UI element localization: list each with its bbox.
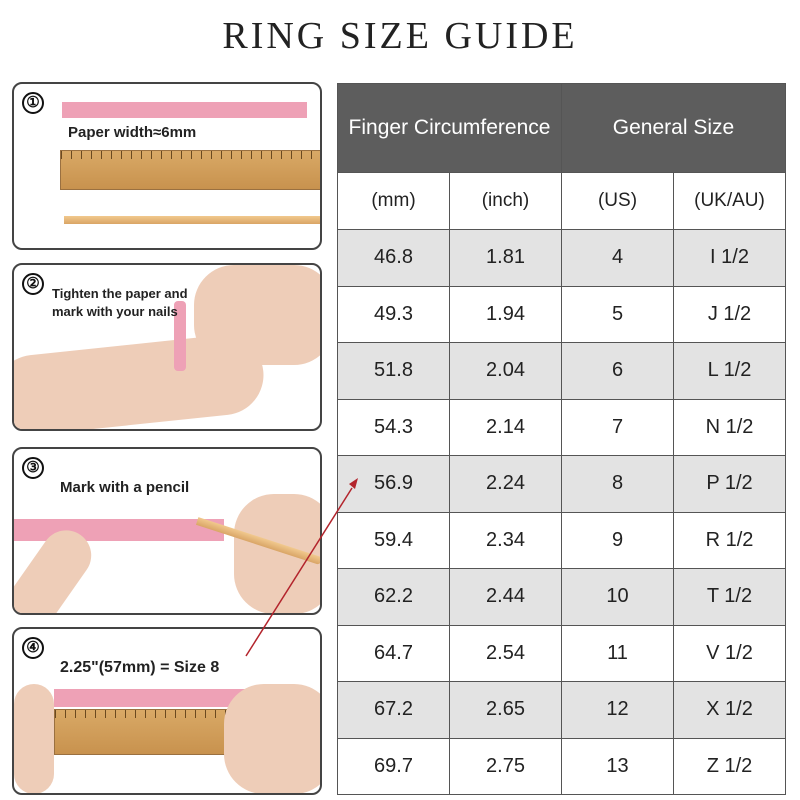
inch-cell: 2.75 [449,737,562,795]
pencil-image [64,216,320,224]
mm-cell: 62.2 [337,568,450,626]
unit-label: (US) [561,172,674,230]
mm-cell: 54.3 [337,398,450,456]
paper-strip-image [174,301,186,371]
hand-image [224,684,320,793]
us-size-cell: 7 [561,398,674,456]
inch-cell: 2.65 [449,681,562,739]
step-1-panel: ① Paper width≈6mm [12,82,322,250]
us-size-cell: 6 [561,342,674,400]
inch-cell: 2.54 [449,624,562,682]
inch-cell: 2.24 [449,455,562,513]
table-row: 67.2 2.65 12 X 1/2 [337,681,786,739]
step-text: Paper width≈6mm [68,124,197,141]
uk-au-size-cell: I 1/2 [673,229,786,287]
paper-strip-image [62,102,307,118]
header-finger-circumference: Finger Circumference [337,83,562,173]
unit-label: (mm) [337,172,450,230]
us-size-cell: 13 [561,737,674,795]
paper-strip-image [54,689,269,707]
us-size-cell: 4 [561,229,674,287]
us-size-cell: 11 [561,624,674,682]
inch-cell: 1.94 [449,285,562,343]
inch-cell: 2.44 [449,568,562,626]
table-row: 51.8 2.04 6 L 1/2 [337,342,786,400]
mm-cell: 51.8 [337,342,450,400]
uk-au-size-cell: V 1/2 [673,624,786,682]
uk-au-size-cell: X 1/2 [673,681,786,739]
step-number: ① [22,92,44,114]
unit-label: (UK/AU) [673,172,786,230]
step-text-line: mark with your nails [52,304,178,319]
ruler-image [60,150,320,190]
step-text-line: Tighten the paper and [52,286,188,301]
mm-cell: 59.4 [337,511,450,569]
step-number: ② [22,273,44,295]
us-size-cell: 5 [561,285,674,343]
uk-au-size-cell: L 1/2 [673,342,786,400]
mm-cell: 64.7 [337,624,450,682]
finger-image [14,684,54,793]
table-row: 62.2 2.44 10 T 1/2 [337,568,786,626]
header-general-size: General Size [561,83,786,173]
unit-label: (inch) [449,172,562,230]
us-size-cell: 9 [561,511,674,569]
step-number: ④ [22,637,44,659]
page-title: RING SIZE GUIDE [222,15,578,57]
uk-au-size-cell: N 1/2 [673,398,786,456]
step-text: 2.25"(57mm) = Size 8 [60,659,220,676]
uk-au-size-cell: P 1/2 [673,455,786,513]
table-row: 46.8 1.81 4 I 1/2 [337,229,786,287]
step-number: ③ [22,457,44,479]
mm-cell: 67.2 [337,681,450,739]
uk-au-size-cell: Z 1/2 [673,737,786,795]
table-row: 49.3 1.94 5 J 1/2 [337,285,786,343]
inch-cell: 2.04 [449,342,562,400]
table-row: 69.7 2.75 13 Z 1/2 [337,737,786,795]
mm-cell: 56.9 [337,455,450,513]
step-3-panel: ③ Mark with a pencil [12,447,322,615]
mm-cell: 46.8 [337,229,450,287]
step-text: Tighten the paper and mark with your nail… [52,285,188,321]
paper-strip-image [14,519,224,541]
hand-image [194,265,320,365]
us-size-cell: 8 [561,455,674,513]
us-size-cell: 10 [561,568,674,626]
us-size-cell: 12 [561,681,674,739]
inch-cell: 2.14 [449,398,562,456]
step-2-panel: ② Tighten the paper and mark with your na… [12,263,322,431]
mm-cell: 69.7 [337,737,450,795]
inch-cell: 1.81 [449,229,562,287]
table-row: 64.7 2.54 11 V 1/2 [337,624,786,682]
table-row: 56.9 2.24 8 P 1/2 [337,455,786,513]
ring-size-table: Finger Circumference General Size (mm) (… [337,83,786,795]
inch-cell: 2.34 [449,511,562,569]
mm-cell: 49.3 [337,285,450,343]
uk-au-size-cell: J 1/2 [673,285,786,343]
table-row: 59.4 2.34 9 R 1/2 [337,511,786,569]
step-4-panel: ④ 2.25"(57mm) = Size 8 [12,627,322,795]
uk-au-size-cell: T 1/2 [673,568,786,626]
uk-au-size-cell: R 1/2 [673,511,786,569]
table-row: 54.3 2.14 7 N 1/2 [337,398,786,456]
step-text: Mark with a pencil [60,479,190,496]
